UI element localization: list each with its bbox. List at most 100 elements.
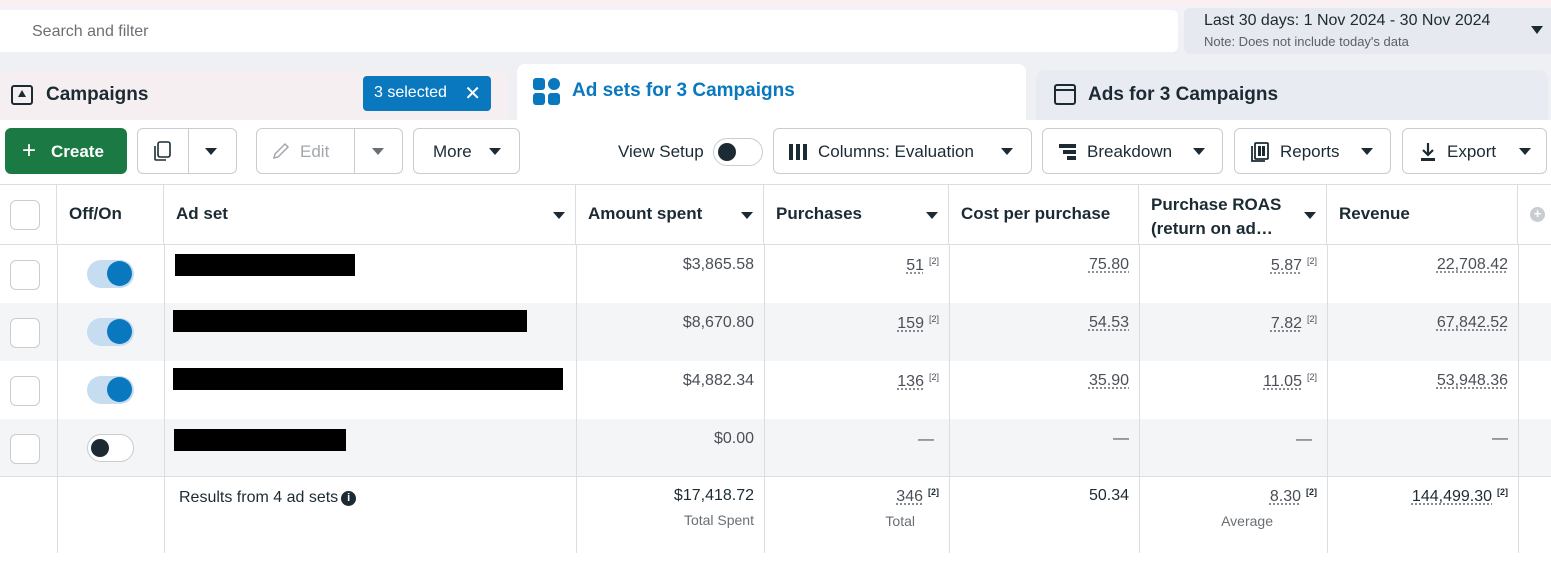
header-purchases[interactable]: Purchases xyxy=(764,185,949,245)
results-summary: Results from 4 ad sets i xyxy=(179,489,357,507)
header-purchases-label: Purchases xyxy=(776,204,862,223)
purchase-roas-cell[interactable]: 7.82 [2] xyxy=(1270,314,1317,332)
tab-ads-label: Ads for 3 Campaigns xyxy=(1088,84,1279,105)
purchases-cell[interactable]: 159 [2] xyxy=(897,314,939,332)
total-purchases: 346 [2] Total xyxy=(885,487,939,529)
purchase-roas-cell[interactable]: 11.05 [2] xyxy=(1263,372,1317,390)
divider xyxy=(354,129,355,173)
selected-campaigns-pill[interactable]: 3 selected ✕ xyxy=(363,76,491,111)
sort-caret-icon[interactable] xyxy=(553,212,565,219)
results-label: Results from 4 ad sets xyxy=(179,489,339,506)
row-checkbox[interactable] xyxy=(10,434,40,464)
more-label: More xyxy=(433,142,472,161)
chevron-down-icon[interactable] xyxy=(205,148,217,155)
search-input[interactable] xyxy=(18,21,618,43)
view-setup-toggle[interactable] xyxy=(713,138,763,166)
table-row[interactable]: $0.00 — — — — xyxy=(0,419,1551,477)
tab-adsets-label: Ad sets for 3 Campaigns xyxy=(572,80,795,101)
redacted-adset-name[interactable] xyxy=(173,368,563,390)
header-amount-spent[interactable]: Amount spent xyxy=(576,185,764,245)
chevron-down-icon xyxy=(1361,148,1373,155)
date-range-picker[interactable]: Last 30 days: 1 Nov 2024 - 30 Nov 2024 N… xyxy=(1184,8,1551,54)
redacted-adset-name[interactable] xyxy=(174,429,346,451)
select-all-checkbox[interactable] xyxy=(10,200,40,230)
export-button[interactable]: Export xyxy=(1402,128,1547,174)
sort-caret-icon[interactable] xyxy=(1304,212,1316,219)
purchase-roas-cell[interactable]: — xyxy=(1296,431,1312,448)
columns-label: Columns: Evaluation xyxy=(818,142,974,161)
amount-spent-cell: $8,670.80 xyxy=(682,314,754,331)
create-button[interactable]: + Create xyxy=(5,128,127,174)
ad-window-icon xyxy=(1054,84,1076,105)
adsets-table: Off/On Ad set Amount spent Purchases Cos… xyxy=(0,184,1551,566)
purchase-roas-cell[interactable]: 5.87 [2] xyxy=(1270,256,1317,274)
header-roas-label: Purchase ROAS (return on ad… xyxy=(1151,195,1282,238)
tab-ads[interactable]: Ads for 3 Campaigns xyxy=(1036,70,1548,122)
cost-per-purchase-cell[interactable]: 35.90 xyxy=(1088,372,1129,389)
amount-spent-cell: $4,882.34 xyxy=(682,372,754,389)
redacted-adset-name[interactable] xyxy=(175,254,355,276)
table-row[interactable]: $3,865.58 51 [2] 75.80 5.87 [2] 22,708.42 xyxy=(0,245,1551,303)
adset-toggle[interactable] xyxy=(87,318,134,346)
row-checkbox[interactable] xyxy=(10,318,40,348)
add-column-icon[interactable]: + xyxy=(1530,207,1545,222)
cost-per-purchase-cell[interactable]: 75.80 xyxy=(1088,256,1129,273)
amount-spent-cell: $3,865.58 xyxy=(682,256,754,273)
header-cpp-label: Cost per purchase xyxy=(961,204,1111,223)
duplicate-icon xyxy=(154,141,171,161)
header-offon: Off/On xyxy=(57,185,164,245)
tab-adsets[interactable]: Ad sets for 3 Campaigns xyxy=(517,64,1026,120)
purchases-cell[interactable]: 136 [2] xyxy=(897,372,939,390)
header-revenue-label: Revenue xyxy=(1339,204,1410,223)
revenue-cell[interactable]: — xyxy=(1492,430,1508,447)
chevron-down-icon xyxy=(1001,148,1013,155)
adset-grid-icon xyxy=(533,78,561,106)
sort-caret-icon[interactable] xyxy=(741,212,753,219)
chevron-down-icon xyxy=(489,148,501,155)
chevron-down-icon[interactable] xyxy=(372,148,384,155)
date-range-note: Note: Does not include today's data xyxy=(1204,34,1409,49)
level-tabs: Campaigns 3 selected ✕ Ad sets for 3 Cam… xyxy=(0,62,1551,122)
chevron-down-icon xyxy=(1531,26,1543,34)
total-amount-spent: $17,418.72 Total Spent xyxy=(673,487,754,528)
row-checkbox[interactable] xyxy=(10,260,40,290)
edit-button[interactable]: Edit xyxy=(256,128,403,174)
header-revenue[interactable]: Revenue xyxy=(1327,185,1518,245)
sort-caret-icon[interactable] xyxy=(926,212,938,219)
more-button[interactable]: More xyxy=(413,128,520,174)
header-cost-per-purchase[interactable]: Cost per purchase xyxy=(949,185,1139,245)
redacted-adset-name[interactable] xyxy=(173,310,527,332)
header-purchase-roas[interactable]: Purchase ROAS (return on ad… xyxy=(1139,185,1327,245)
revenue-cell[interactable]: 67,842.52 xyxy=(1436,314,1508,331)
tab-campaigns[interactable]: Campaigns 3 selected ✕ xyxy=(0,70,508,122)
export-label: Export xyxy=(1447,142,1497,161)
amount-spent-cell: $0.00 xyxy=(713,430,754,447)
reports-button[interactable]: Reports xyxy=(1234,128,1391,174)
revenue-cell[interactable]: 22,708.42 xyxy=(1436,256,1508,273)
create-label: Create xyxy=(51,142,104,161)
totals-row: Results from 4 ad sets i $17,418.72 Total … xyxy=(0,476,1551,556)
purchases-cell[interactable]: 51 [2] xyxy=(906,256,939,274)
adset-toggle[interactable] xyxy=(87,376,134,404)
table-row[interactable]: $8,670.80 159 [2] 54.53 7.82 [2] 67,842.52 xyxy=(0,303,1551,361)
columns-button[interactable]: Columns: Evaluation xyxy=(773,128,1032,174)
cost-per-purchase-cell[interactable]: 54.53 xyxy=(1088,314,1129,331)
breakdown-button[interactable]: Breakdown xyxy=(1042,128,1223,174)
total-cost-per-purchase: 50.34 xyxy=(1088,487,1129,504)
purchases-cell[interactable]: — xyxy=(918,431,934,448)
edit-label: Edit xyxy=(300,142,330,161)
tab-campaigns-label: Campaigns xyxy=(46,84,149,105)
duplicate-button[interactable] xyxy=(137,128,237,174)
total-purchase-roas: 8.30 [2] Average xyxy=(1221,487,1317,529)
adset-toggle[interactable] xyxy=(87,434,134,462)
row-checkbox[interactable] xyxy=(10,376,40,406)
header-adset[interactable]: Ad set xyxy=(164,185,576,245)
info-icon[interactable]: i xyxy=(341,491,357,506)
adset-toggle[interactable] xyxy=(87,260,134,288)
revenue-cell[interactable]: 53,948.36 xyxy=(1436,372,1508,389)
cost-per-purchase-cell[interactable]: — xyxy=(1113,430,1129,447)
close-icon[interactable]: ✕ xyxy=(464,83,481,105)
table-row[interactable]: $4,882.34 136 [2] 35.90 11.05 [2] 53,948.36 xyxy=(0,361,1551,419)
header-offon-label: Off/On xyxy=(69,204,122,223)
top-bar: Last 30 days: 1 Nov 2024 - 30 Nov 2024 N… xyxy=(0,0,1551,62)
